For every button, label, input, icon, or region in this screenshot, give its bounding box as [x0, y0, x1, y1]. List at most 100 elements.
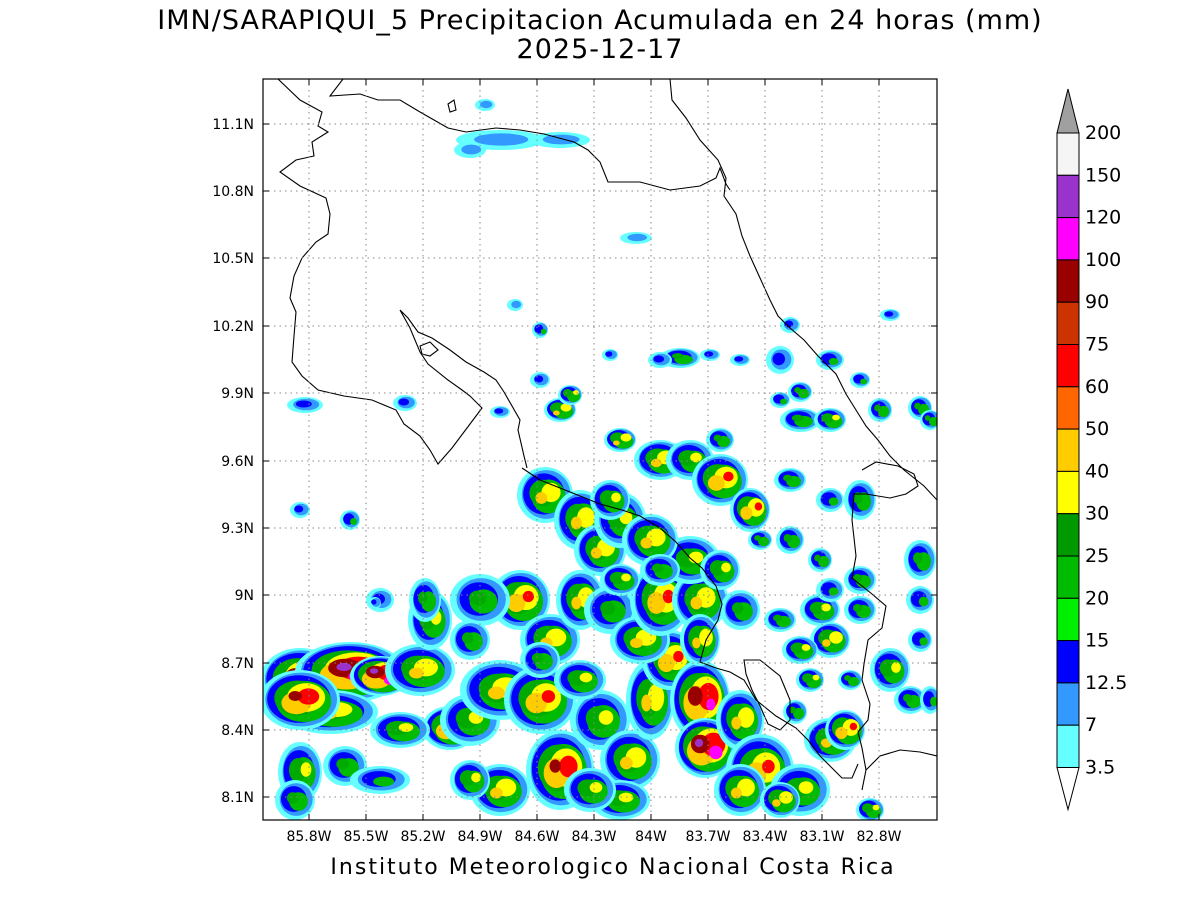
- precip-contour: [294, 505, 304, 513]
- precip-contour: [507, 593, 526, 613]
- precip-contour: [914, 402, 922, 410]
- precip-contour: [620, 433, 632, 442]
- precipitation-field: [263, 99, 937, 820]
- precip-contour: [620, 756, 633, 770]
- precip-contour: [783, 474, 793, 482]
- precip-contour: [398, 398, 410, 406]
- lat-tick-label: 10.8N: [212, 184, 254, 200]
- colorbar-box: [1056, 640, 1080, 684]
- precip-contour: [621, 573, 631, 582]
- precip-contour: [573, 390, 579, 395]
- precip-contour: [690, 452, 702, 463]
- precip-contour: [853, 604, 863, 612]
- precip-contour: [737, 707, 755, 728]
- lat-tick-label: 8.1N: [221, 790, 254, 806]
- precip-contour: [522, 590, 534, 603]
- precip-contour: [336, 662, 352, 672]
- colorbar-level-label: 90: [1085, 291, 1109, 313]
- colorbar-level-label: 75: [1085, 334, 1109, 356]
- precip-contour: [832, 414, 840, 421]
- precip-contour: [461, 144, 482, 155]
- precip-contour: [562, 389, 573, 397]
- lat-lon-grid: [263, 79, 937, 820]
- colorbar-box: [1056, 724, 1080, 769]
- precip-contour: [835, 726, 848, 740]
- axis-labels: 11.1N 10.8N 10.5N 10.2N 9.9N 9.6N 9.3N 9N 8.7N 8.…: [212, 117, 901, 845]
- precip-contour: [469, 590, 487, 606]
- lat-tick-label: 8.7N: [221, 656, 254, 672]
- lat-tick-label: 9.6N: [221, 454, 254, 470]
- lat-tick-label: 11.1N: [212, 117, 254, 133]
- colorbar-box: [1056, 174, 1080, 219]
- colorbar: 200 150 120 100 90 75 60 50 40 30 25 20 15 12.5 7 3.5: [1056, 88, 1127, 812]
- colorbar-level-label: 7: [1085, 714, 1097, 736]
- lon-tick-label: 83.4W: [742, 829, 787, 845]
- lat-tick-label: 9N: [235, 588, 254, 604]
- precip-contour: [336, 758, 349, 770]
- precip-contour: [879, 659, 896, 677]
- precip-contour: [610, 432, 626, 444]
- map-date: 2025-12-17: [516, 34, 684, 65]
- precip-contour: [913, 552, 923, 564]
- lon-tick-label: 83.1W: [799, 829, 844, 845]
- precip-contour: [531, 652, 544, 664]
- precip-contour: [801, 644, 811, 651]
- precip-contour: [918, 596, 929, 607]
- precip-contour: [723, 471, 734, 482]
- lat-tick-label: 10.5N: [212, 251, 254, 267]
- precip-contour: [762, 759, 775, 774]
- precip-contour: [571, 596, 582, 610]
- map-frame: [262, 78, 938, 821]
- precip-contour: [589, 782, 603, 793]
- precip-contour: [409, 667, 424, 679]
- colorbar-box: [1056, 428, 1080, 472]
- precip-contour: [798, 388, 810, 399]
- lon-tick-label: 84W: [635, 829, 667, 845]
- precip-contour: [350, 518, 358, 525]
- precip-contour: [599, 490, 616, 506]
- precip-contour: [641, 694, 652, 712]
- precip-contour: [418, 591, 428, 605]
- colorbar-level-label: 20: [1085, 587, 1109, 609]
- precip-contour: [802, 673, 814, 683]
- colorbar-box: [1056, 682, 1080, 726]
- precip-contour: [662, 589, 674, 604]
- precip-contour: [706, 698, 716, 711]
- precip-contour: [627, 233, 648, 242]
- lat-tick-label: 8.4N: [221, 723, 254, 739]
- lat-tick-label: 10.2N: [212, 319, 254, 335]
- precip-contour: [828, 497, 839, 506]
- precip-contour: [459, 770, 476, 786]
- precip-contour: [474, 133, 529, 146]
- precip-contour: [550, 402, 566, 414]
- precip-contour: [611, 492, 621, 503]
- precip-contour: [542, 134, 580, 145]
- precip-contour: [773, 614, 783, 622]
- colorbar-box: [1056, 513, 1080, 557]
- precip-contour: [494, 408, 504, 414]
- lon-tick-label: 83.7W: [685, 829, 730, 845]
- precip-contour: [541, 690, 556, 703]
- precip-contour: [822, 639, 831, 647]
- precip-contour: [704, 351, 714, 357]
- precip-contour: [821, 603, 831, 612]
- precip-contour: [790, 642, 805, 654]
- colorbar-box: [1056, 597, 1080, 642]
- precip-contour: [398, 723, 414, 732]
- lon-tick-label: 84.3W: [571, 829, 616, 845]
- colorbar-box: [1056, 132, 1080, 176]
- colorbar-box: [1056, 217, 1080, 261]
- precip-contour: [812, 674, 820, 681]
- precip-contour: [671, 353, 684, 359]
- precip-contour: [590, 547, 602, 559]
- lon-tick-label: 85.2W: [400, 829, 445, 845]
- precip-contour: [853, 492, 863, 504]
- precip-contour: [650, 458, 662, 468]
- colorbar-level-label: 25: [1085, 545, 1109, 567]
- precip-contour: [653, 355, 665, 363]
- precip-contour: [598, 710, 614, 725]
- precip-contour: [605, 351, 613, 357]
- precip-contour: [709, 560, 726, 576]
- colorbar-box: [1056, 386, 1080, 430]
